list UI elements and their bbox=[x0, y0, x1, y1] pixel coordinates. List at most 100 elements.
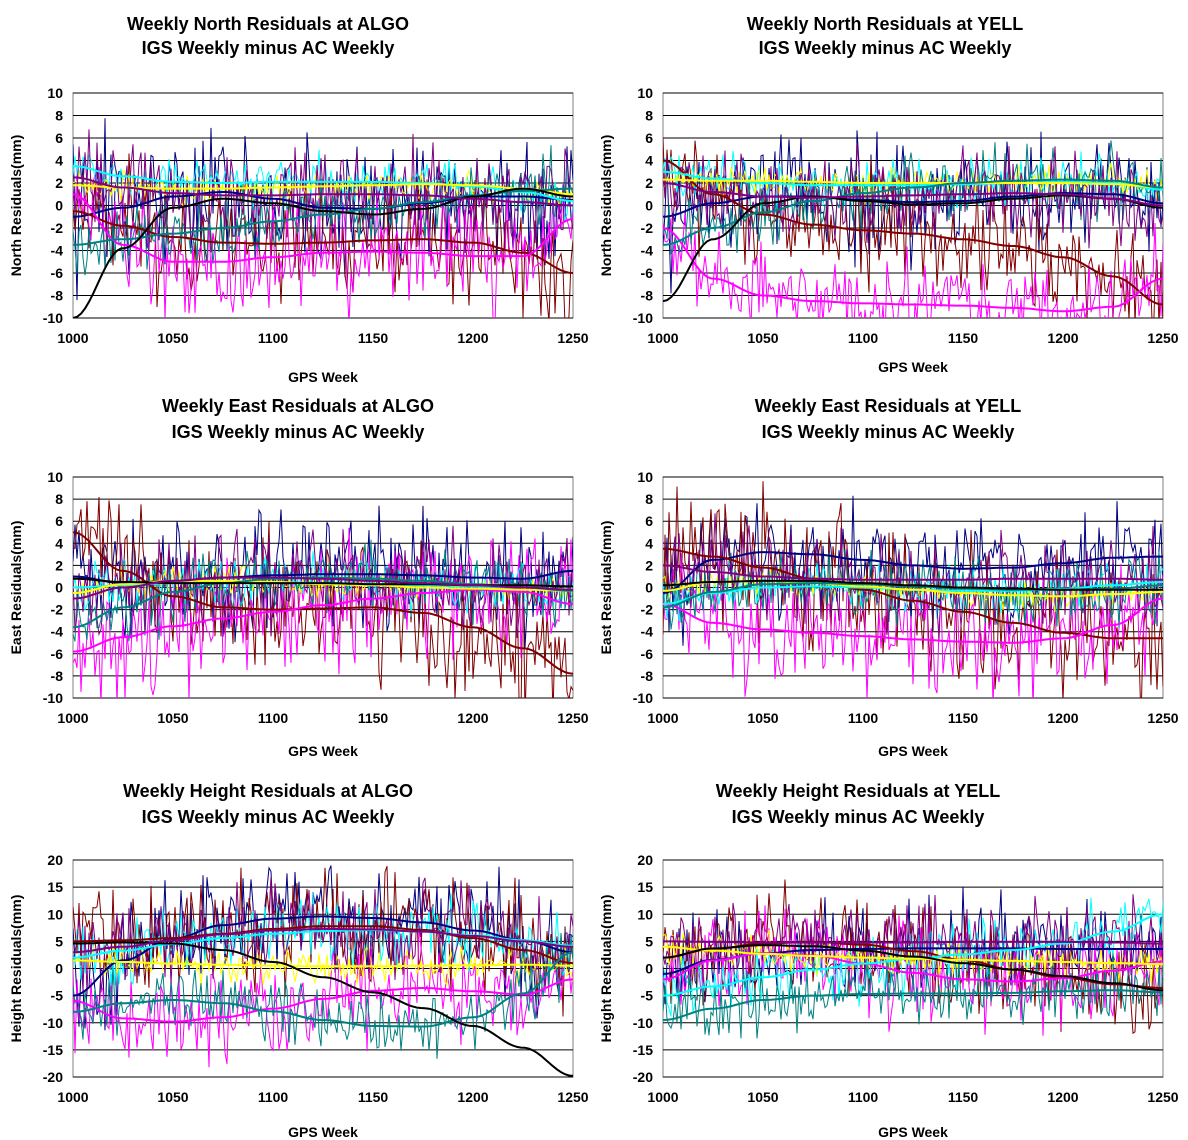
x-tick-label: 1050 bbox=[157, 330, 188, 346]
series-weekly-line bbox=[73, 876, 573, 995]
y-tick-label: -8 bbox=[51, 288, 64, 304]
chart-title-line: Weekly East Residuals at ALGO bbox=[162, 396, 434, 416]
y-tick-label: -8 bbox=[641, 288, 654, 304]
x-axis-label: GPS Week bbox=[288, 1124, 358, 1140]
y-tick-label: 6 bbox=[645, 513, 653, 529]
y-tick-label: -6 bbox=[641, 265, 654, 281]
y-tick-label: 6 bbox=[55, 513, 63, 529]
series-trend-line bbox=[73, 951, 573, 1028]
series-trend-line bbox=[663, 944, 1163, 992]
x-tick-label: 1200 bbox=[457, 330, 488, 346]
x-tick-label: 1250 bbox=[1147, 330, 1178, 346]
series-trend-line bbox=[663, 597, 1163, 644]
series-trend-line bbox=[73, 978, 573, 1023]
y-tick-label: 8 bbox=[645, 491, 653, 507]
y-tick-label: 4 bbox=[55, 153, 63, 169]
y-tick-label: -4 bbox=[641, 624, 654, 640]
y-tick-label: 10 bbox=[637, 906, 653, 922]
y-tick-label: 0 bbox=[55, 961, 63, 977]
series-trend-line bbox=[73, 183, 573, 196]
chart-panel: Weekly North Residuals at ALGO IGS Weekly… bbox=[8, 14, 589, 385]
series-trend-line bbox=[663, 192, 1163, 218]
y-axis-label: East Residuals(mm) bbox=[8, 521, 24, 655]
x-tick-label: 1150 bbox=[358, 710, 389, 726]
y-tick-label: -8 bbox=[641, 668, 654, 684]
y-tick-label: 10 bbox=[47, 469, 63, 485]
series-trend-line bbox=[663, 170, 1163, 191]
y-tick-label: 5 bbox=[55, 933, 63, 949]
y-tick-label: 8 bbox=[645, 108, 653, 124]
y-tick-label: -15 bbox=[633, 1042, 653, 1058]
x-tick-label: 1150 bbox=[358, 330, 389, 346]
y-axis-label: North Residuals(mm) bbox=[8, 135, 24, 277]
series-trend-line bbox=[73, 925, 573, 965]
x-tick-label: 1050 bbox=[157, 710, 188, 726]
y-tick-label: -10 bbox=[633, 310, 653, 326]
chart-title-line: Weekly Height Residuals at YELL bbox=[716, 781, 1000, 801]
series-weekly-line bbox=[73, 942, 573, 987]
y-axis-label: Height Residuals(mm) bbox=[598, 895, 614, 1043]
series-trend-line bbox=[73, 588, 573, 653]
y-tick-label: 0 bbox=[55, 198, 63, 214]
x-tick-label: 1250 bbox=[557, 710, 588, 726]
series-weekly-line bbox=[663, 553, 1163, 698]
series-trend-line bbox=[663, 945, 1163, 966]
x-tick-label: 1100 bbox=[848, 330, 879, 346]
series-trend-line bbox=[663, 989, 1163, 1021]
chart-panel: Weekly Height Residuals at YELL IGS Weekl… bbox=[598, 781, 1179, 1140]
x-tick-label: 1200 bbox=[1047, 1089, 1078, 1105]
series-weekly-line bbox=[663, 211, 1163, 318]
series-weekly-line bbox=[73, 153, 573, 318]
y-tick-label: -4 bbox=[51, 624, 64, 640]
y-tick-label: -6 bbox=[51, 646, 64, 662]
chart-title-line: IGS Weekly minus AC Weekly bbox=[142, 38, 395, 58]
y-tick-label: 4 bbox=[55, 535, 63, 551]
series-trend-line bbox=[73, 191, 573, 218]
y-tick-label: -15 bbox=[43, 1042, 63, 1058]
x-tick-label: 1250 bbox=[1147, 1089, 1178, 1105]
y-tick-label: -2 bbox=[51, 602, 64, 618]
y-tick-label: -2 bbox=[51, 220, 64, 236]
y-tick-label: 8 bbox=[55, 108, 63, 124]
x-tick-label: 1150 bbox=[948, 710, 979, 726]
x-tick-label: 1000 bbox=[57, 1089, 88, 1105]
x-tick-label: 1200 bbox=[1047, 330, 1078, 346]
y-tick-label: -2 bbox=[641, 220, 654, 236]
x-tick-label: 1250 bbox=[557, 1089, 588, 1105]
x-tick-label: 1100 bbox=[848, 710, 879, 726]
y-tick-label: 20 bbox=[47, 852, 63, 868]
series-trend-line bbox=[663, 952, 1163, 983]
y-tick-label: -20 bbox=[633, 1069, 653, 1085]
series-trend-line bbox=[73, 959, 573, 968]
chart-title-line: Weekly North Residuals at YELL bbox=[747, 14, 1023, 34]
y-axis-label: North Residuals(mm) bbox=[598, 135, 614, 277]
chart-title-line: IGS Weekly minus AC Weekly bbox=[732, 807, 985, 827]
series-weekly-line bbox=[663, 952, 1163, 1039]
y-tick-label: -8 bbox=[51, 668, 64, 684]
y-tick-label: 2 bbox=[55, 175, 63, 191]
x-tick-label: 1000 bbox=[57, 710, 88, 726]
x-tick-label: 1050 bbox=[747, 330, 778, 346]
series-trend-line bbox=[73, 576, 573, 600]
chart-panel: Weekly North Residuals at YELL IGS Weekly… bbox=[598, 14, 1179, 375]
series-weekly-line bbox=[73, 145, 573, 276]
y-tick-label: -6 bbox=[641, 646, 654, 662]
chart-title-line: IGS Weekly minus AC Weekly bbox=[759, 38, 1012, 58]
chart-title-line: Weekly Height Residuals at ALGO bbox=[123, 781, 413, 801]
x-tick-label: 1200 bbox=[1047, 710, 1078, 726]
y-axis-label: East Residuals(mm) bbox=[598, 521, 614, 655]
x-tick-label: 1000 bbox=[647, 710, 678, 726]
x-axis-label: GPS Week bbox=[878, 359, 948, 375]
chart-title-line: IGS Weekly minus AC Weekly bbox=[142, 807, 395, 827]
series-trend-line bbox=[73, 176, 573, 207]
x-tick-label: 1100 bbox=[258, 330, 289, 346]
series-trend-line bbox=[73, 531, 573, 675]
x-axis-label: GPS Week bbox=[878, 743, 948, 759]
x-tick-label: 1200 bbox=[457, 1089, 488, 1105]
x-tick-label: 1250 bbox=[1147, 710, 1178, 726]
y-tick-label: 10 bbox=[47, 85, 63, 101]
x-tick-label: 1200 bbox=[457, 710, 488, 726]
series-trend-line bbox=[663, 227, 1163, 313]
y-tick-label: -2 bbox=[641, 602, 654, 618]
y-tick-label: -10 bbox=[43, 310, 63, 326]
